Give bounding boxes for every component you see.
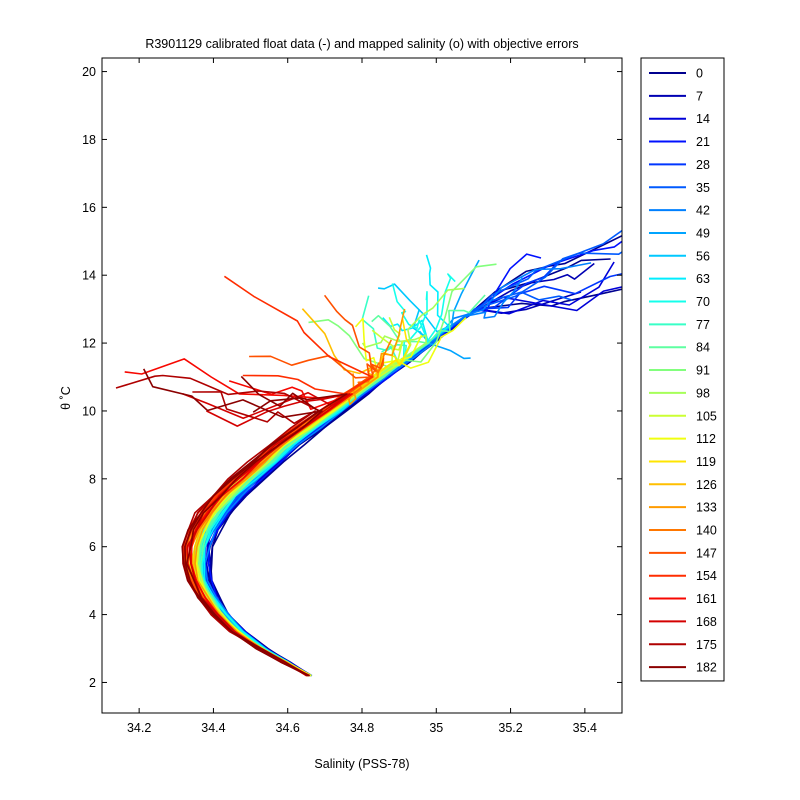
y-tick-label: 6 [89,540,96,554]
legend-label: 21 [696,135,710,149]
legend-label: 35 [696,181,710,195]
y-tick-label: 20 [82,65,96,79]
legend-label: 175 [696,638,717,652]
x-tick-label: 35 [429,721,443,735]
legend-label: 105 [696,409,717,423]
legend-label: 42 [696,204,710,218]
profile-line [199,294,486,677]
legend-label: 140 [696,524,717,538]
x-tick-label: 34.8 [350,721,374,735]
legend-label: 112 [696,432,716,446]
chart-title: R3901129 calibrated float data (-) and m… [145,37,578,51]
legend-label: 147 [696,546,717,560]
x-axis-label: Salinity (PSS-78) [314,757,409,771]
y-tick-label: 18 [82,133,96,147]
legend-label: 14 [696,112,710,126]
legend-label: 161 [696,592,717,606]
legend-label: 28 [696,158,710,172]
legend-label: 126 [696,478,717,492]
legend-label: 77 [696,318,710,332]
legend-label: 70 [696,295,710,309]
x-tick-label: 35.4 [573,721,597,735]
x-axis: 34.2 34.4 34.6 34.8 35 35.2 35.4 [127,58,597,735]
y-tick-label: 10 [82,404,96,418]
legend-label: 168 [696,615,717,629]
y-axis-label: θ ˚C [59,386,73,410]
profile-line [203,317,430,677]
profile-line [181,375,320,677]
legend-label: 119 [696,455,716,469]
y-axis: 2 4 6 8 10 12 14 16 18 20 [82,65,622,690]
x-tick-label: 34.6 [276,721,300,735]
profile-lines [115,229,622,677]
profile-line [201,283,430,677]
x-tick-label: 34.2 [127,721,151,735]
legend-label: 49 [696,226,710,240]
legend-label: 182 [696,661,717,675]
legend: 0 7 14 21 28 35 42 49 56 63 70 77 84 91 98 105 112 119 126… [640,57,725,682]
x-tick-label: 35.2 [498,721,522,735]
y-tick-label: 16 [82,201,96,215]
y-tick-label: 2 [89,676,96,690]
legend-label: 133 [696,501,717,515]
legend-label: 0 [696,67,703,81]
legend-label: 91 [696,364,710,378]
legend-label: 63 [696,272,710,286]
y-tick-label: 8 [89,472,96,486]
legend-label: 98 [696,386,710,400]
legend-label: 154 [696,569,717,583]
legend-label: 7 [696,89,703,103]
legend-label: 84 [696,341,710,355]
x-tick-label: 34.4 [201,721,225,735]
legend-label: 56 [696,249,710,263]
y-tick-label: 4 [89,608,96,622]
y-tick-label: 14 [82,269,96,283]
y-tick-label: 12 [82,337,96,351]
